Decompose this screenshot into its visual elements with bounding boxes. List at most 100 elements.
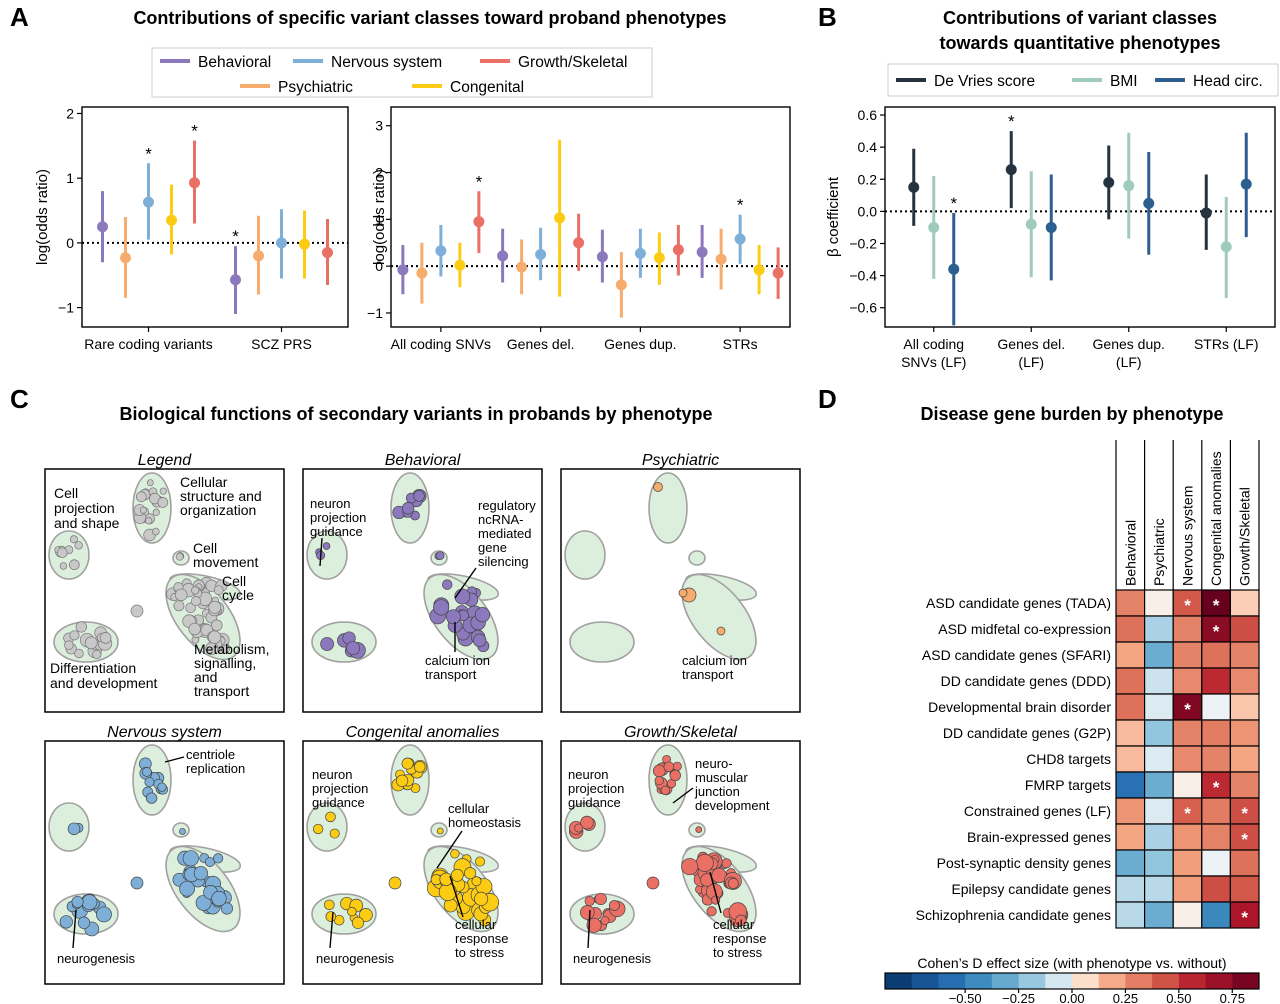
behavioral-annot-neuron-projection: neuron projection guidance: [310, 496, 370, 539]
network-title: Growth/Skeletal: [624, 724, 737, 741]
heatmap-row-label: Schizophrenia candidate genes: [916, 907, 1111, 923]
term-node: [600, 916, 610, 926]
cluster-ellipse: [569, 621, 635, 663]
term-node: [152, 508, 160, 516]
y-tick-label: 0.6: [858, 107, 878, 123]
term-node: [64, 640, 74, 650]
term-node: [672, 761, 682, 771]
heatmap-significance-star: *: [1213, 596, 1220, 615]
term-node: [450, 849, 460, 859]
data-point: [397, 264, 409, 276]
term-node: [135, 491, 147, 503]
colorbar-segment: [1232, 973, 1260, 989]
term-node: [654, 776, 664, 786]
heatmap-row-label: Brain-expressed genes: [967, 829, 1111, 845]
heatmap-row-label: Developmental brain disorder: [928, 699, 1111, 715]
legend-label-differentiation: Differentiation and development: [50, 660, 158, 691]
term-node: [396, 774, 409, 787]
data-point: [1220, 241, 1232, 253]
heatmap-row-label: DD candidate genes (DDD): [941, 673, 1111, 689]
heatmap-cell: [1143, 641, 1174, 669]
colorbar-segment: [1072, 973, 1100, 989]
term-node: [608, 900, 620, 912]
term-node: [139, 506, 147, 514]
network-title: Nervous system: [107, 724, 222, 741]
heatmap-cell: [1115, 589, 1146, 617]
significance-star: *: [950, 194, 957, 213]
heatmap-cell: [1172, 615, 1203, 643]
heatmap-cell: [1143, 797, 1174, 825]
heatmap-cell: [1201, 849, 1232, 877]
term-node: [146, 479, 154, 487]
term-node: [190, 596, 202, 607]
y-tick-label: −1: [58, 300, 74, 316]
heatmap-cell: [1229, 641, 1260, 669]
term-node: [191, 586, 200, 595]
term-node: [435, 551, 445, 560]
congenital-annot-response: cellular response to stress: [455, 917, 512, 960]
axes-frame: [884, 106, 1276, 328]
legend-label-growth: Growth/Skeletal: [518, 54, 627, 71]
legend-label-psychiatric: Psychiatric: [278, 79, 353, 96]
heatmap-column-label: Congenital anomalies: [1208, 451, 1224, 586]
term-node: [179, 880, 195, 897]
term-node: [414, 761, 426, 773]
network-psychiatric: Psychiatric: [560, 452, 801, 713]
heatmap-cell: [1172, 823, 1203, 851]
heatmap-cell: [1172, 693, 1203, 721]
y-tick-label: −1: [367, 305, 383, 321]
term-node: [220, 902, 234, 915]
panel-a-title: Contributions of specific variant classe…: [133, 8, 726, 28]
heatmap-row-label: ASD midfetal co-expression: [938, 621, 1111, 637]
term-node: [208, 630, 222, 644]
behavioral-annot-calcium: calcium ion transport: [425, 653, 494, 682]
legend-label-cell-movement: Cell movement: [193, 540, 258, 570]
colorbar-tick-label: 0.75: [1220, 991, 1245, 1004]
panel-b-title-line2: towards quantitative phenotypes: [939, 33, 1220, 53]
panel-label-d: D: [818, 384, 837, 414]
growth-annot-neuromuscular: neuro- muscular junction development: [694, 756, 770, 813]
cluster-ellipse: [306, 802, 348, 852]
term-node: [646, 876, 660, 890]
legend-label-cell-projection: Cell projection and shape: [54, 485, 120, 531]
heatmap-cell: [1201, 667, 1232, 695]
x-tick-label: Genes dup.: [604, 336, 676, 352]
colorbar-segment: [885, 973, 913, 989]
term-node: [208, 600, 222, 614]
term-node: [205, 857, 215, 867]
heatmap-cell: [1115, 797, 1146, 825]
significance-star: *: [232, 227, 239, 246]
data-point: [753, 264, 765, 276]
heatmap-cell: [1143, 745, 1174, 773]
heatmap-cell: [1115, 693, 1146, 721]
chart-a-left: −1 0 1 2 log(odds ratio) Rare coding variants…: [34, 105, 349, 352]
y-tick-label: 0.4: [858, 139, 878, 155]
heatmap-significance-star: *: [1184, 596, 1191, 615]
term-node: [324, 899, 335, 911]
term-node: [678, 588, 688, 598]
data-point: [573, 237, 585, 249]
network-title: Congenital anomalies: [346, 724, 500, 741]
growth-pointer-neurogenesis: [587, 909, 591, 949]
term-node: [182, 850, 199, 867]
term-node: [145, 517, 153, 525]
congenital-pointer-response: [449, 875, 464, 918]
data-point: [1240, 178, 1252, 190]
growth-annot-neuron-projection: neuron projection guidance: [568, 767, 628, 810]
y-tick-label: 2: [375, 165, 383, 181]
term-node: [574, 823, 584, 833]
data-point: [554, 212, 566, 224]
x-tick-label: STRs (LF): [1194, 336, 1259, 352]
heatmap-cell: [1172, 589, 1203, 617]
heatmap-cell: [1172, 875, 1203, 903]
data-point: [299, 238, 310, 250]
heatmap-cell: [1143, 693, 1174, 721]
term-node: [84, 636, 98, 650]
panel-a-legend: Behavioral Nervous system Growth/Skeleta…: [151, 47, 653, 98]
term-node: [586, 917, 602, 933]
heatmap-cell: [1229, 797, 1260, 825]
term-node: [157, 782, 167, 792]
data-point: [143, 196, 154, 208]
heatmap-row-label: Epilepsy candidate genes: [951, 881, 1111, 897]
